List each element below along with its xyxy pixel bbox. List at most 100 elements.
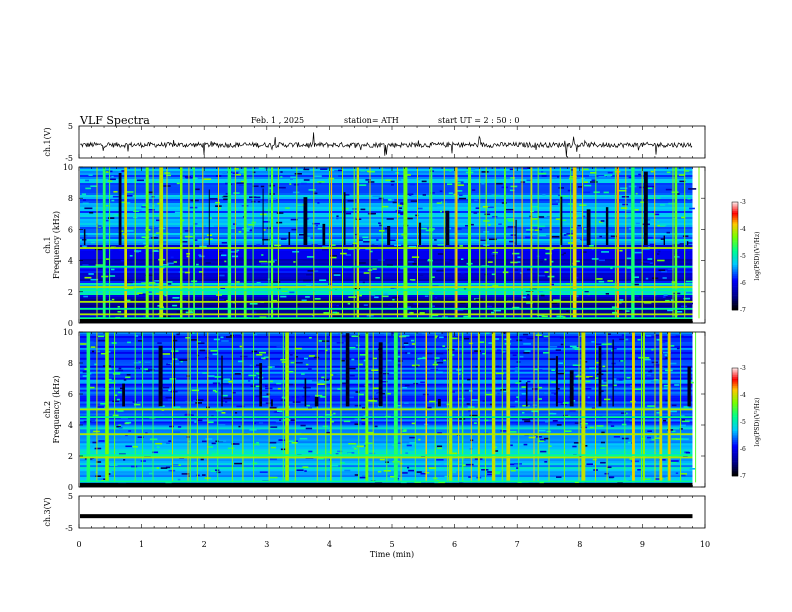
spectrogram-speckle <box>275 420 284 423</box>
spectrogram-speckle <box>679 180 686 183</box>
spectrogram-band <box>80 441 693 444</box>
spectrogram-speckle <box>167 283 172 285</box>
spectrogram-speckle <box>328 283 333 285</box>
spectrogram-speckle <box>333 274 341 276</box>
spectrogram-speckle <box>280 176 283 178</box>
spectrogram-speckle <box>212 353 219 356</box>
spectrogram-band <box>80 185 693 188</box>
spectrogram-speckle <box>412 263 417 265</box>
spectrogram-speckle <box>439 336 444 339</box>
vertical-burst <box>668 332 671 483</box>
spectrogram-speckle <box>522 418 531 421</box>
spectrogram-speckle <box>656 339 660 341</box>
vertical-burst <box>686 241 689 245</box>
spectrogram-band <box>80 225 693 228</box>
spectrogram-speckle <box>668 202 675 205</box>
spectrogram-speckle <box>209 198 218 200</box>
vertical-burst <box>196 332 198 483</box>
spectrogram-speckle <box>611 349 614 352</box>
spectrogram-speckle <box>170 299 178 302</box>
spectrogram-speckle <box>620 360 624 362</box>
spectrogram-speckle <box>227 447 235 450</box>
spectrogram-speckle <box>678 174 685 176</box>
spectrogram-speckle <box>517 256 521 259</box>
spectrogram-band <box>80 337 693 341</box>
vertical-burst <box>227 167 232 319</box>
vertical-burst <box>314 396 319 407</box>
spectrogram-speckle <box>670 460 679 462</box>
spectrogram-speckle <box>226 336 233 338</box>
spectrogram-speckle <box>308 368 312 370</box>
spectrogram-speckle <box>661 475 666 478</box>
spectrogram-band <box>80 259 693 262</box>
spectrogram-speckle <box>675 193 680 195</box>
spectrogram-speckle <box>194 462 197 464</box>
vertical-burst <box>445 210 450 245</box>
spectrogram-speckle <box>395 210 401 212</box>
spectrogram-speckle <box>638 173 641 176</box>
vertical-burst <box>277 167 279 319</box>
spectrogram-speckle <box>311 379 320 382</box>
spectrogram-speckle <box>235 412 238 414</box>
spectrogram-speckle <box>536 369 543 371</box>
spectrogram-speckle <box>436 459 444 461</box>
spectrogram-speckle <box>236 182 245 184</box>
spectrogram-speckle <box>481 469 489 471</box>
spectrogram-speckle <box>679 424 686 427</box>
spectrogram-speckle <box>463 315 469 318</box>
spectrogram-speckle <box>105 170 113 173</box>
spectrogram-speckle <box>162 353 170 355</box>
vertical-burst <box>393 332 398 483</box>
spectrogram-speckle <box>417 452 425 455</box>
spectrogram-speckle <box>539 261 544 263</box>
spectrogram-band <box>80 439 693 442</box>
spectrogram-speckle <box>549 346 558 348</box>
spectrogram-band <box>80 233 693 236</box>
vertical-burst <box>504 167 506 319</box>
spectrogram-band <box>80 199 693 202</box>
spectrogram-speckle <box>333 412 336 415</box>
time-tick-label: 10 <box>700 540 710 549</box>
spectrogram-speckle <box>540 439 546 441</box>
spectrogram-speckle <box>410 195 418 198</box>
colorbar-cell <box>732 286 738 289</box>
spectrogram-speckle <box>211 442 216 445</box>
vertical-burst <box>654 167 656 319</box>
spectrogram-speckle <box>448 192 453 195</box>
spectrogram-band <box>80 365 693 369</box>
spectrogram-speckle <box>308 407 313 409</box>
vertical-burst <box>454 167 456 319</box>
spectrogram-speckle <box>397 244 402 246</box>
spectrogram-speckle <box>125 434 128 437</box>
spectrogram-speckle <box>175 363 179 365</box>
spectrogram-speckle <box>90 241 96 244</box>
spectrogram-speckle <box>193 177 198 180</box>
colorbar-cell <box>732 301 738 304</box>
ch2-spectrogram-cells <box>80 332 697 488</box>
spectrogram-speckle <box>468 223 474 226</box>
spectrogram-speckle <box>411 256 420 258</box>
spectrogram-speckle <box>205 356 209 359</box>
spectrogram-speckle <box>448 297 453 300</box>
spectrogram-speckle <box>517 261 521 263</box>
spectrogram-speckle <box>392 296 399 299</box>
colorbar-cell <box>732 293 738 296</box>
vertical-burst <box>159 167 164 319</box>
spectrogram-band <box>80 475 693 478</box>
spectrogram-speckle <box>615 309 623 311</box>
spectrogram-speckle <box>402 430 407 432</box>
spectrogram-speckle <box>510 444 513 447</box>
spectrogram-speckle <box>246 229 250 232</box>
spectrogram-speckle <box>610 267 613 270</box>
spectrogram-speckle <box>566 233 574 235</box>
spectrogram-speckle <box>184 380 188 383</box>
spectrogram-speckle <box>270 426 278 428</box>
spectrogram-speckle <box>151 237 159 239</box>
spectrogram-speckle <box>353 447 358 450</box>
spectrogram-speckle <box>348 296 356 298</box>
spectrogram-speckle <box>364 442 373 445</box>
vertical-burst <box>152 167 154 319</box>
spectrogram-speckle <box>126 195 133 197</box>
spectrogram-speckle <box>607 171 613 174</box>
